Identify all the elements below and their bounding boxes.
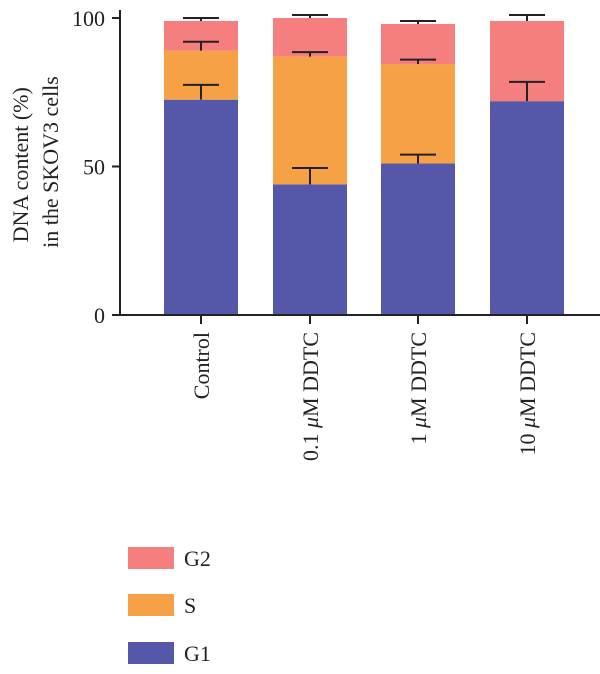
bar-g1-1 (273, 184, 347, 315)
legend: G2 S G1 (128, 546, 211, 666)
error-bar-s-0 (183, 40, 219, 51)
x-tick-label-1: 0.1 μM DDTC (298, 332, 323, 461)
error-bar-s-1 (292, 51, 328, 57)
x-ticks-layer: Control 0.1 μM DDTC 1 μM DDTC 10 μM DDTC (189, 315, 540, 461)
error-bar-g2-2 (400, 19, 436, 24)
error-bar-g2-0 (183, 17, 219, 21)
bar-g1-2 (381, 163, 455, 315)
legend-swatch-g2 (128, 547, 174, 569)
error-bar-g1-1 (292, 166, 328, 185)
x-tick-label-0: Control (189, 332, 214, 399)
legend-label-g2: G2 (184, 546, 211, 571)
legend-swatch-s (128, 594, 174, 616)
y-axis-label: DNA content (%) in the SKOV3 cells (8, 76, 63, 248)
bar-s-2 (381, 64, 455, 164)
bar-s-1 (273, 56, 347, 185)
x-tick-label-2: 1 μM DDTC (406, 332, 431, 445)
bars-layer (164, 18, 564, 315)
y-ticks-layer: 0 50 100 (72, 6, 120, 328)
error-bar-s-2 (400, 58, 436, 65)
y-tick-label-0: 0 (94, 303, 105, 328)
bar-g2-1 (273, 18, 347, 57)
error-bar-g1-2 (400, 153, 436, 164)
error-bars-layer (183, 14, 545, 185)
legend-swatch-g1 (128, 642, 174, 664)
y-tick-label-100: 100 (72, 6, 105, 31)
y-tick-label-50: 50 (83, 155, 105, 180)
bar-g1-0 (164, 99, 238, 315)
error-bar-g2-1 (292, 14, 328, 18)
error-bar-g2-3 (509, 14, 545, 21)
legend-label-s: S (184, 593, 196, 618)
error-bar-g1-0 (183, 83, 219, 100)
bar-g1-3 (490, 101, 564, 315)
bar-g2-2 (381, 23, 455, 65)
y-axis-label-line-2: in the SKOV3 cells (38, 76, 63, 248)
y-axis-label-line-1: DNA content (%) (8, 87, 33, 242)
x-tick-label-3: 10 μM DDTC (515, 332, 540, 456)
legend-label-g1: G1 (184, 641, 211, 666)
error-bar-g1-3 (509, 80, 545, 102)
